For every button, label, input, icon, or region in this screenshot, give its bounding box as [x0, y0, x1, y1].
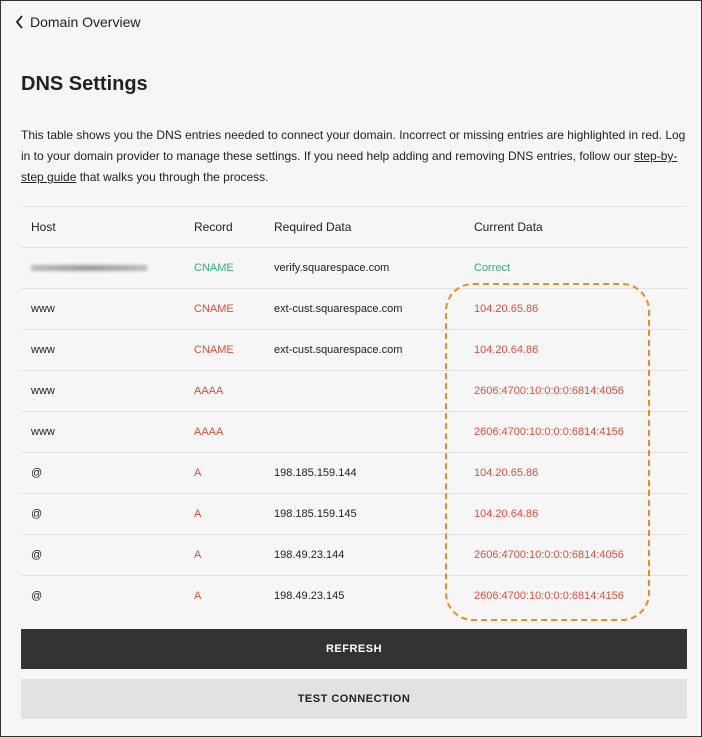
table-row: www CNAME ext-cust.squarespace.com 104.20.6… [21, 288, 687, 330]
redacted-host [31, 265, 147, 271]
chevron-left-icon [15, 15, 23, 29]
host-cell [21, 248, 194, 289]
current-cell: 104.20.64.86 [474, 344, 539, 356]
record-cell: AAAA [194, 426, 224, 438]
table-row: www AAAA 2606:4700:10:0:0:0:6814:4056 [21, 370, 687, 412]
current-cell: 104.20.64.86 [474, 508, 539, 520]
required-cell: ext-cust.squarespace.com [274, 344, 403, 356]
record-cell: A [194, 508, 202, 520]
refresh-button[interactable]: REFRESH [21, 629, 687, 669]
header-required: Required Data [274, 220, 352, 234]
back-label: Domain Overview [30, 14, 141, 30]
table-row: www AAAA 2606:4700:10:0:0:0:6814:4156 [21, 411, 687, 453]
header-record: Record [194, 220, 233, 234]
host-cell: www [31, 344, 55, 356]
dns-table: Host Record Required Data Current Data C… [21, 206, 687, 617]
table-row: @ A 198.185.159.144 104.20.65.86 [21, 452, 687, 494]
host-cell: www [31, 385, 55, 397]
host-cell: www [31, 426, 55, 438]
required-cell: 198.185.159.145 [274, 508, 357, 520]
record-cell: CNAME [194, 262, 234, 274]
required-cell: verify.squarespace.com [274, 262, 390, 274]
record-cell: A [194, 590, 202, 603]
required-cell [274, 371, 474, 412]
record-cell: A [194, 549, 202, 561]
required-cell: 198.49.23.145 [274, 590, 345, 603]
required-cell: ext-cust.squarespace.com [274, 303, 403, 315]
description: This table shows you the DNS entries nee… [21, 128, 686, 184]
host-cell: @ [31, 549, 43, 561]
table-row: CNAME verify.squarespace.com Correct [21, 247, 687, 289]
current-cell: 2606:4700:10:0:0:0:6814:4156 [474, 590, 624, 603]
record-cell: CNAME [194, 303, 234, 315]
test-connection-button[interactable]: TEST CONNECTION [21, 679, 687, 719]
current-cell: Correct [474, 262, 511, 274]
table-row: @ A 198.49.23.145 2606:4700:10:0:0:0:6814:4… [21, 575, 687, 617]
table-row: @ A 198.49.23.144 2606:4700:10:0:0:0:6814:4… [21, 534, 687, 576]
table-row: www CNAME ext-cust.squarespace.com 104.20.6… [21, 329, 687, 371]
guide-link[interactable]: step-by-step guide [21, 149, 678, 184]
back-link[interactable]: Domain Overview [15, 14, 140, 30]
record-cell: CNAME [194, 344, 234, 356]
current-cell: 104.20.65.86 [474, 467, 539, 479]
table-header: Host Record Required Data Current Data [21, 206, 687, 248]
host-cell: www [31, 303, 55, 315]
required-cell [274, 412, 474, 453]
current-cell: 104.20.65.86 [474, 303, 539, 315]
host-cell: @ [31, 508, 43, 520]
host-cell: @ [31, 467, 43, 479]
current-cell: 2606:4700:10:0:0:0:6814:4056 [474, 549, 624, 561]
required-cell: 198.185.159.144 [274, 467, 357, 479]
record-cell: AAAA [194, 385, 224, 397]
required-cell: 198.49.23.144 [274, 549, 345, 561]
header-current: Current Data [474, 220, 543, 234]
page-title: DNS Settings [21, 73, 148, 95]
header-host: Host [31, 220, 56, 234]
record-cell: A [194, 467, 202, 479]
current-cell: 2606:4700:10:0:0:0:6814:4056 [474, 385, 624, 397]
table-row: @ A 198.185.159.145 104.20.64.86 [21, 493, 687, 535]
host-cell: @ [31, 590, 43, 603]
current-cell: 2606:4700:10:0:0:0:6814:4156 [474, 426, 624, 438]
